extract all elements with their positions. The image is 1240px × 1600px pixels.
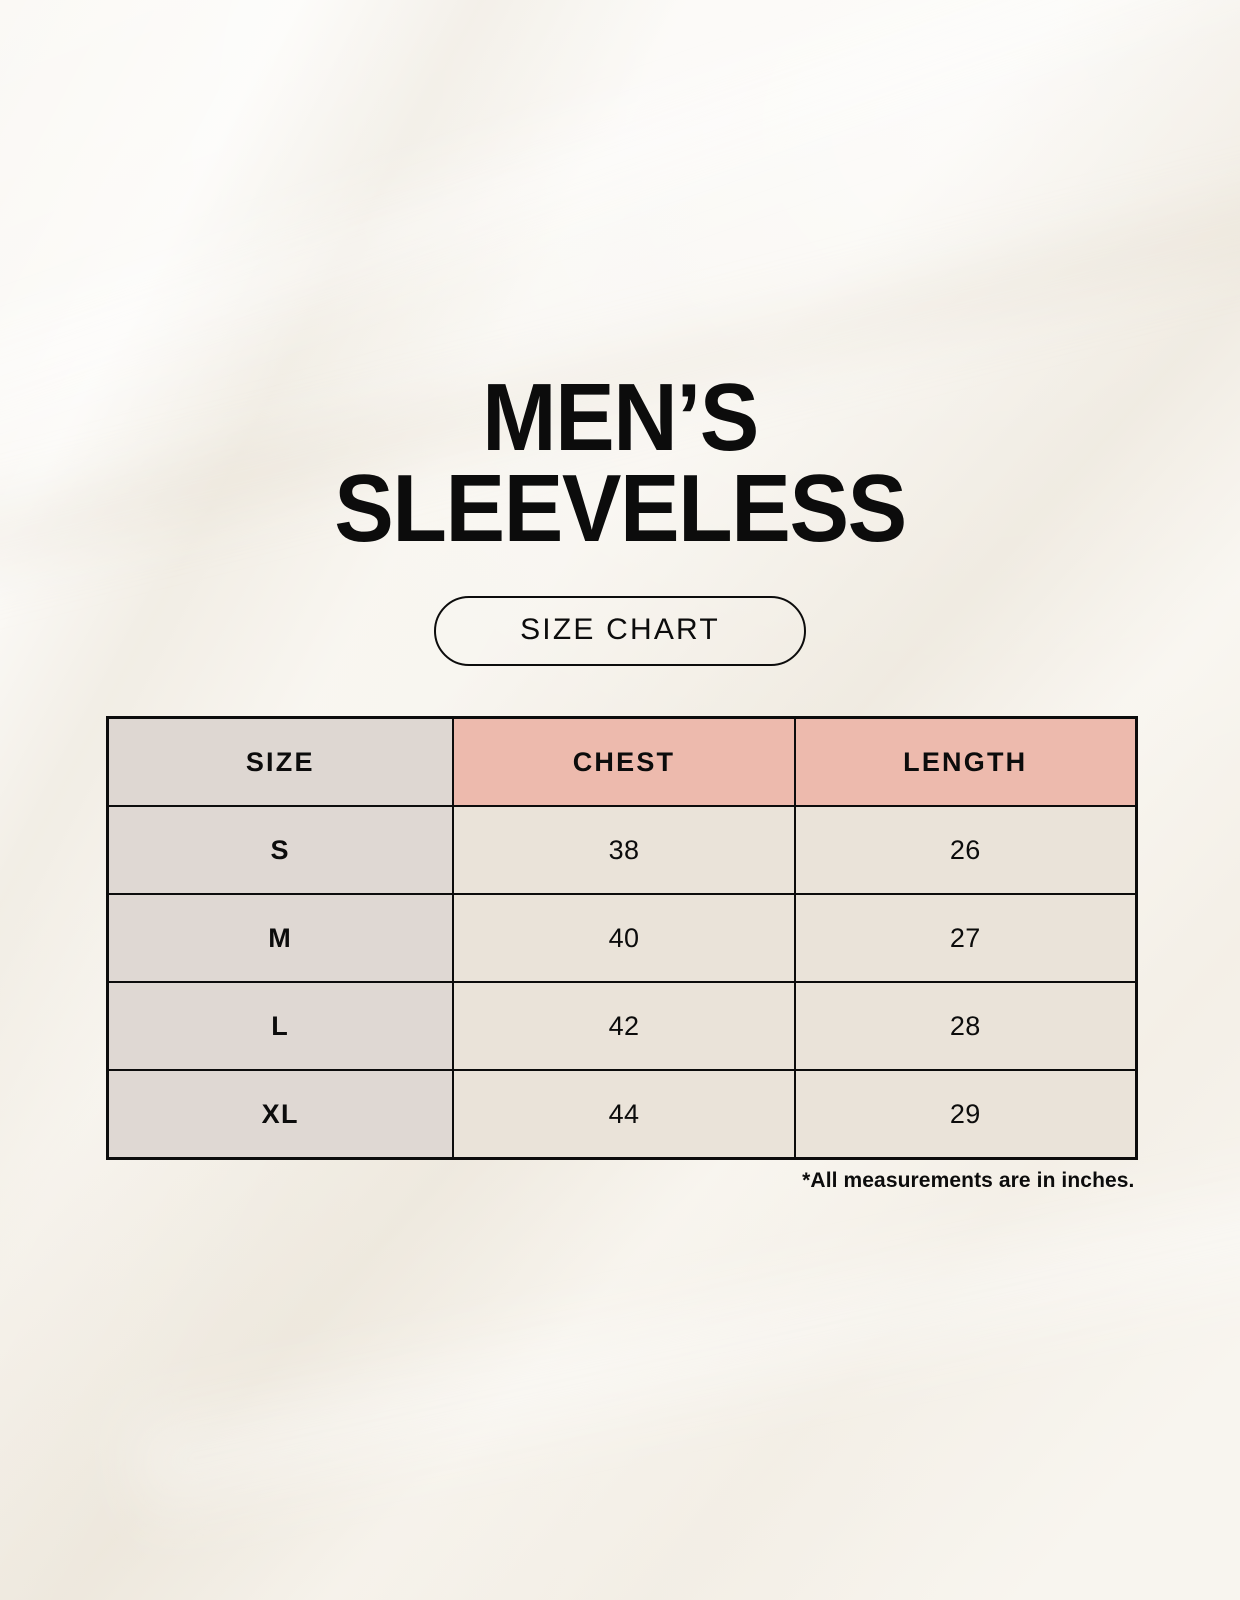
- cell-length: 29: [794, 1069, 1137, 1160]
- size-chart-badge-container: SIZE CHART: [0, 596, 1240, 667]
- column-header-length: LENGTH: [794, 716, 1137, 808]
- measurements-footnote: *All measurements are in inches.: [802, 1169, 1135, 1193]
- cell-length: 28: [794, 981, 1137, 1072]
- page-title: MEN’S SLEEVELESS: [43, 0, 1196, 563]
- cell-length: 26: [794, 805, 1137, 896]
- cell-length: 27: [794, 893, 1137, 984]
- cell-chest: 40: [452, 893, 796, 984]
- cell-size: XL: [106, 1069, 454, 1160]
- table-row: XL 44 29: [106, 1069, 1137, 1160]
- cell-chest: 44: [452, 1069, 796, 1160]
- column-header-chest: CHEST: [452, 716, 796, 808]
- size-table-header: SIZE CHEST LENGTH: [106, 716, 1137, 808]
- page-title-line-1: MEN’S: [482, 364, 759, 471]
- cell-size: L: [106, 981, 454, 1072]
- size-table: SIZE CHEST LENGTH S 38 26 M 40 27 L: [105, 716, 1138, 1161]
- cell-chest: 38: [452, 805, 796, 896]
- size-table-container: SIZE CHEST LENGTH S 38 26 M 40 27 L: [105, 716, 1138, 1161]
- column-header-size: SIZE: [106, 716, 454, 808]
- cell-size: M: [106, 893, 454, 984]
- size-chart-badge: SIZE CHART: [434, 596, 806, 667]
- table-row: S 38 26: [106, 805, 1137, 896]
- table-row: L 42 28: [106, 981, 1137, 1072]
- size-chart-poster: MEN’S SLEEVELESS SIZE CHART SIZE CHEST L…: [0, 0, 1240, 1193]
- table-header-row: SIZE CHEST LENGTH: [106, 716, 1137, 808]
- table-row: M 40 27: [106, 893, 1137, 984]
- cell-size: S: [106, 805, 454, 896]
- size-table-body: S 38 26 M 40 27 L 42 28 XL 44 29: [106, 805, 1137, 1160]
- page-title-line-2: SLEEVELESS: [334, 455, 907, 563]
- cell-chest: 42: [452, 981, 796, 1072]
